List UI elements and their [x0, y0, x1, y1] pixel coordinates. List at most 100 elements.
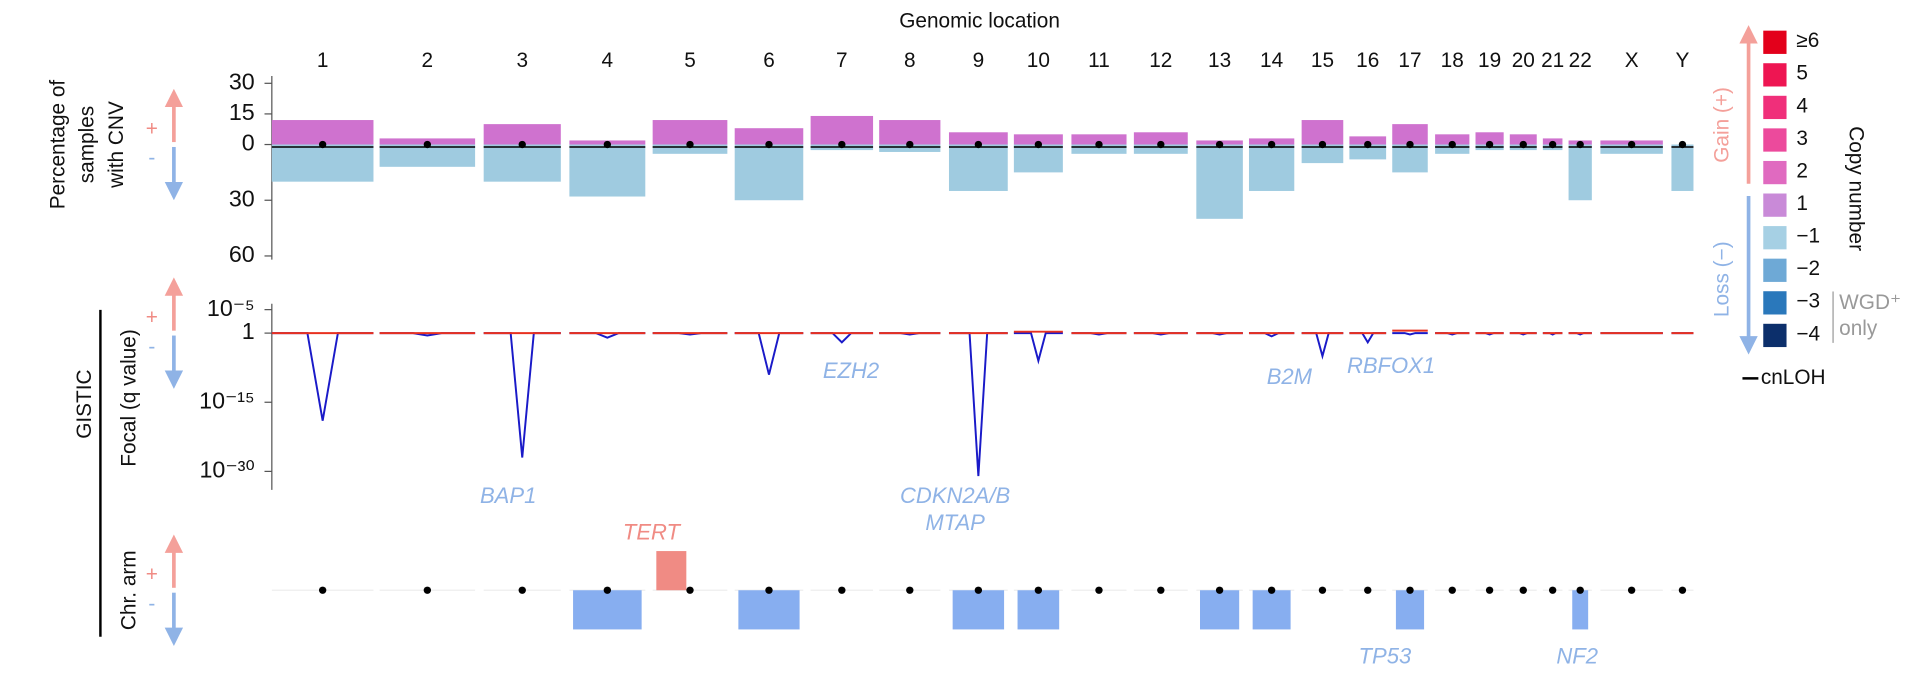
- loss-bar: [569, 144, 646, 197]
- centromere: [1627, 140, 1636, 149]
- legend-label: 1: [1796, 192, 1808, 215]
- chromosome-label: 1: [317, 49, 329, 72]
- centromere: [1448, 140, 1456, 149]
- legend-label: 4: [1796, 94, 1808, 117]
- y-label: Chr. arm: [117, 550, 140, 630]
- loss-bar: [1301, 144, 1344, 164]
- y-tick-label: 10⁻³⁰: [199, 457, 254, 483]
- centromere: [1519, 586, 1527, 594]
- arm-loss: [1252, 590, 1291, 630]
- gain-bar: [879, 120, 941, 145]
- centromere: [1267, 140, 1276, 149]
- gain-bar: [810, 115, 874, 145]
- chromosome-label: X: [1625, 49, 1639, 72]
- centromere: [1485, 586, 1494, 594]
- centromere: [1034, 586, 1043, 594]
- loss-bar: [379, 144, 476, 167]
- centromere: [1485, 140, 1494, 149]
- gain-bar: [1392, 124, 1428, 145]
- loss-bar: [734, 144, 804, 201]
- centromere: [1318, 140, 1327, 149]
- centromere: [1267, 586, 1276, 594]
- centromere: [603, 140, 612, 149]
- y-tick-label: 10⁻¹⁵: [199, 387, 255, 413]
- legend-swatch: [1763, 323, 1787, 348]
- loss-bar: [948, 144, 1008, 191]
- chromosome-label: 12: [1149, 49, 1172, 72]
- arm-loss: [1572, 590, 1589, 630]
- centromere: [1576, 586, 1584, 594]
- y-tick-label: 15: [229, 99, 255, 125]
- chromosome-label: 10: [1027, 49, 1050, 72]
- centromere: [1627, 586, 1636, 594]
- deletion-q: [734, 332, 804, 375]
- gene-label: MTAP: [925, 510, 985, 535]
- arm-loss: [1017, 590, 1060, 630]
- arm-loss: [1200, 590, 1240, 630]
- centromere: [1157, 140, 1165, 149]
- centromere: [1576, 140, 1584, 149]
- deletion-q: [948, 332, 1008, 477]
- gene-label: B2M: [1267, 364, 1313, 389]
- arm-loss: [1395, 590, 1425, 630]
- chromosome-label: 6: [763, 49, 775, 72]
- gain-bar: [1013, 134, 1063, 145]
- chromosome-label: 4: [602, 49, 614, 72]
- legend-swatch: [1763, 226, 1787, 250]
- centromere: [1095, 586, 1103, 594]
- loss-bar: [1133, 144, 1188, 154]
- loss-bar: [1671, 144, 1694, 191]
- gain-label: Gain (+): [1710, 87, 1733, 163]
- deletion-q: [1392, 332, 1428, 336]
- centromere: [765, 140, 773, 149]
- centromere: [974, 586, 983, 594]
- chromosome-label: 11: [1088, 49, 1110, 72]
- centromere: [1034, 140, 1043, 149]
- chromosome-label: 9: [973, 49, 985, 72]
- loss-bar: [652, 144, 728, 154]
- centromere: [1095, 140, 1103, 149]
- wgd-label: WGD⁺: [1839, 291, 1901, 314]
- centromere: [1448, 586, 1456, 594]
- centromere: [1678, 586, 1687, 594]
- cnloh-label: cnLOH: [1761, 366, 1826, 389]
- loss-bar: [1600, 144, 1663, 154]
- centromere: [1364, 586, 1372, 594]
- legend-label: −2: [1796, 257, 1820, 280]
- y-tick-label: 10⁻⁵: [207, 295, 255, 321]
- chromosome-label: 18: [1441, 49, 1464, 72]
- centromere: [1406, 140, 1414, 149]
- chromosome-label: 14: [1260, 49, 1283, 72]
- arm-loss: [738, 590, 800, 630]
- legend-swatch: [1763, 30, 1787, 54]
- y-tick-label: 30: [229, 185, 255, 211]
- centromere: [1678, 140, 1687, 149]
- chromosome-label: 2: [422, 49, 434, 72]
- deletion-q: [810, 332, 874, 344]
- loss-bar: [1196, 144, 1243, 219]
- legend-swatch: [1763, 160, 1787, 185]
- gene-label: BAP1: [480, 483, 536, 508]
- centromere: [518, 586, 526, 594]
- loss-bar: [1248, 144, 1295, 191]
- chromosome-label: 8: [904, 49, 916, 72]
- centromere: [906, 140, 914, 149]
- gain-bar: [652, 120, 728, 145]
- legend-label: −4: [1796, 322, 1820, 345]
- centromere: [1215, 140, 1224, 149]
- gain-bar: [1349, 136, 1387, 145]
- legend-swatch: [1763, 193, 1787, 217]
- gain-bar: [1475, 132, 1504, 145]
- gene-label: TERT: [623, 520, 682, 545]
- loss-bar: [1568, 144, 1592, 201]
- gain-bar: [1509, 134, 1537, 145]
- chromosome-label: 19: [1478, 49, 1501, 72]
- y-tick-label: 30: [229, 68, 255, 94]
- gain-bar: [734, 128, 804, 145]
- loss-bar: [1392, 144, 1428, 173]
- y-tick-label: 0: [242, 130, 255, 156]
- chromosome-label: 7: [836, 49, 848, 72]
- plus-sign: +: [146, 563, 158, 586]
- centromere: [1215, 586, 1224, 594]
- loss-bar: [271, 144, 374, 182]
